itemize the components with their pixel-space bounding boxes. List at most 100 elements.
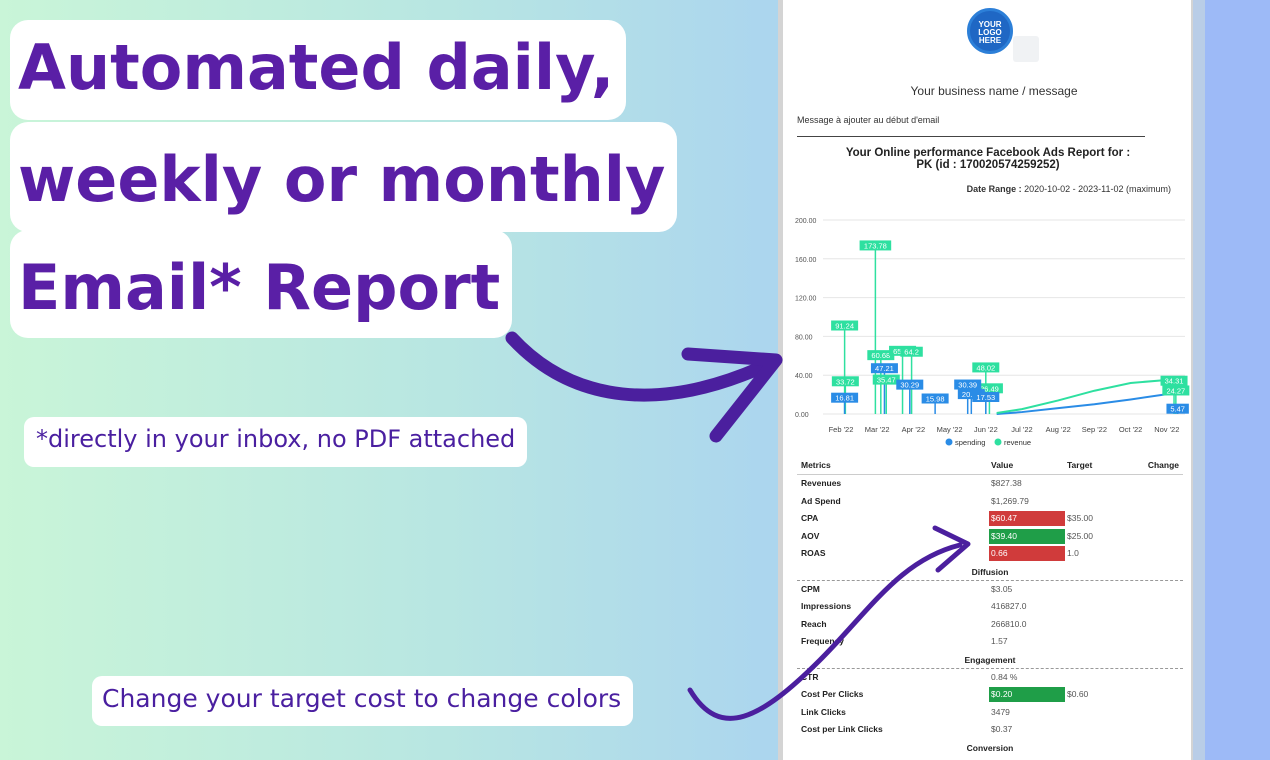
email-report-preview: YOUR LOGO HERE Your business name / mess… (778, 0, 1193, 760)
spending-data-label-box (896, 379, 924, 390)
metric-name: Ad Spend (801, 495, 841, 506)
x-tick-label: Oct '22 (1119, 425, 1143, 434)
revenue-data-label-box (831, 320, 859, 331)
metric-name: Reach (801, 618, 827, 629)
big-arrow-icon (505, 331, 767, 402)
performance-chart: 200.00 160.00 120.00 80.00 40.00 0.00 Feb '22 M… (795, 218, 1190, 447)
metric-value: $0.37 (991, 724, 1013, 734)
y-tick-label: 200.00 (795, 218, 817, 225)
x-tick-label: May '22 (937, 425, 963, 434)
section-heading: Diffusion (797, 563, 1183, 581)
spending-data-label: 30.39 (958, 381, 977, 390)
legend-spending-label: spending (955, 438, 985, 447)
metric-name: Link Clicks (801, 706, 846, 717)
legend-revenue-marker (994, 438, 1002, 446)
revenue-data-label-box (1162, 385, 1190, 396)
header-change: Change (1147, 460, 1179, 470)
metric-name: Impressions (801, 601, 852, 611)
spending-data-label-box (957, 389, 985, 400)
report-title: Your Online performance Facebook Ads Rep… (845, 147, 1131, 171)
metric-name: CPM (801, 583, 820, 594)
header-metrics: Metrics (801, 460, 831, 470)
spending-data-label-box (954, 379, 982, 390)
metric-target: $25.00 (1067, 530, 1093, 541)
header-target: Target (1067, 460, 1093, 470)
metric-value: 1.57 (991, 636, 1008, 646)
metric-row: CPA $60.47 $35.00 (797, 510, 1183, 528)
metric-target: 1.0 (1067, 548, 1079, 558)
metric-row: ROAS 0.66 1.0 (797, 545, 1183, 563)
revenue-data-label-box (975, 383, 1003, 394)
revenue-data-label-box (859, 240, 892, 251)
revenue-data-label-box (872, 374, 900, 385)
metric-value: $0.20 (989, 687, 1065, 702)
spending-data-label-box (831, 392, 859, 403)
metric-value: $1,269.79 (991, 495, 1029, 506)
business-name: Your business name / message (910, 84, 1078, 98)
revenue-data-label-box (867, 350, 895, 361)
revenue-data-label-box (900, 346, 923, 357)
section-heading: Engagement (797, 651, 1183, 669)
metric-value: $3.05 (991, 583, 1013, 594)
legend-revenue-label: revenue (1004, 438, 1031, 447)
headline-line-3: Email* Report (10, 230, 513, 338)
y-tick-label: 0.00 (795, 412, 809, 419)
x-tick-label: Jun '22 (974, 425, 998, 434)
metric-row: Reach 266810.0 (797, 616, 1183, 634)
revenue-data-label-box (831, 376, 859, 387)
revenue-line (996, 378, 1178, 415)
metric-row: Ad Spend $1,269.79 (797, 493, 1183, 511)
spending-data-label-box (1166, 403, 1189, 414)
spending-data-label: 47.21 (875, 364, 894, 373)
metric-name: Frequency (801, 636, 844, 646)
metric-name: CPA (801, 513, 819, 523)
metric-name: Revenues (801, 478, 842, 488)
background-strip-right (1205, 0, 1270, 760)
metric-value: 3479 (991, 706, 1010, 717)
spending-data-label: 5.47 (1170, 405, 1185, 414)
revenue-data-label: 34.31 (1165, 377, 1184, 386)
revenue-data-label: 24.27 (1166, 386, 1185, 395)
intro-message: Message à ajouter au début d'email (797, 115, 940, 125)
logo-placeholder: YOUR LOGO HERE (967, 8, 1013, 54)
metric-row: AOV $39.40 $25.00 (797, 528, 1183, 546)
metric-row: Link Clicks 3479 (797, 704, 1183, 722)
divider (797, 136, 1145, 137)
metric-row: Cost Per Clicks $0.20 $0.60 (797, 686, 1183, 704)
x-tick-label: Sep '22 (1082, 425, 1107, 434)
spending-data-label: 20.52 (962, 390, 981, 399)
spending-data-label: 15.98 (926, 394, 945, 403)
metrics-header: Metrics Value Target Change (797, 457, 1183, 475)
revenue-data-label: 26.49 (980, 384, 999, 393)
x-tick-label: Mar '22 (865, 425, 890, 434)
spending-data-label-box (921, 393, 949, 404)
metric-value: 416827.0 (991, 601, 1027, 611)
revenue-data-label: 91.24 (835, 321, 854, 330)
legend-spending-marker (945, 438, 953, 446)
revenue-data-label: 173.78 (864, 241, 887, 250)
y-tick-label: 160.00 (795, 257, 817, 264)
header-value: Value (991, 460, 1014, 470)
revenue-data-label-box (1160, 375, 1188, 386)
metric-row: CPM $3.05 (797, 581, 1183, 599)
background-strip (1193, 0, 1205, 760)
target-cost-note: Change your target cost to change colors (92, 676, 634, 726)
metrics-table: Metrics Value Target Change Revenues $827.38 A… (797, 457, 1183, 757)
metric-name: Cost per Link Clicks (801, 724, 883, 734)
y-tick-label: 80.00 (795, 334, 813, 341)
metric-target: $35.00 (1067, 513, 1093, 523)
metric-target: $0.60 (1067, 689, 1089, 699)
headline-line-2: weekly or monthly (10, 122, 678, 232)
metric-row: CTR 0.84 % (797, 669, 1183, 687)
y-tick-label: 40.00 (795, 373, 813, 380)
metric-row: Cost per Link Clicks $0.37 (797, 721, 1183, 739)
metric-name: CTR (801, 671, 819, 682)
revenue-data-label: 33.72 (836, 377, 855, 386)
spending-line (996, 391, 1178, 415)
inbox-note: *directly in your inbox, no PDF attached (24, 417, 528, 467)
metric-name: Cost Per Clicks (801, 689, 864, 699)
revenue-data-label: 64.2 (904, 348, 919, 357)
headline-line-1: Automated daily, (10, 20, 627, 120)
logo-shadow (1013, 36, 1039, 62)
y-tick-label: 120.00 (795, 296, 817, 303)
